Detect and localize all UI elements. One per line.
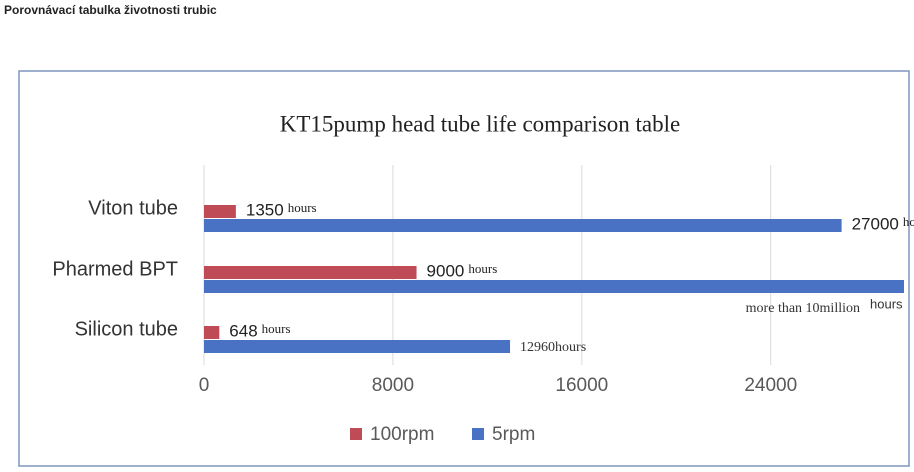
page-title: Porovnávací tabulka životnosti trubic bbox=[4, 3, 217, 17]
category-label: Viton tube bbox=[88, 197, 178, 219]
value-label: 27000 bbox=[852, 214, 899, 233]
legend-label: 100rpm bbox=[370, 424, 434, 445]
category-label: Pharmed BPT bbox=[52, 258, 178, 280]
x-tick-label: 24000 bbox=[744, 375, 797, 396]
unit-label: hours bbox=[870, 296, 903, 311]
x-tick-label: 0 bbox=[199, 375, 210, 396]
chart-title: KT15pump head tube life comparison table bbox=[280, 111, 680, 136]
legend-swatch bbox=[472, 428, 484, 440]
bar bbox=[204, 326, 220, 339]
legend-label: 5rpm bbox=[492, 424, 535, 445]
unit-label: hours bbox=[903, 214, 914, 229]
chart-frame bbox=[18, 70, 910, 467]
bar bbox=[204, 219, 842, 232]
bar bbox=[204, 266, 417, 279]
x-tick-label: 16000 bbox=[555, 375, 608, 396]
x-tick-label: 8000 bbox=[372, 375, 414, 396]
category-label: Silicon tube bbox=[75, 318, 178, 340]
value-label: 12960 bbox=[520, 340, 555, 355]
bar bbox=[204, 280, 904, 293]
bar bbox=[204, 340, 511, 353]
value-label: 9000 bbox=[427, 261, 465, 280]
unit-label: hours bbox=[555, 340, 586, 355]
value-label: 1350 bbox=[246, 200, 284, 219]
legend-swatch bbox=[350, 428, 362, 440]
unit-label: hours bbox=[288, 200, 317, 215]
bar bbox=[204, 205, 236, 218]
unit-label: hours bbox=[262, 321, 291, 336]
value-label: more than 10million bbox=[746, 301, 860, 316]
value-label: 648 bbox=[229, 321, 257, 340]
unit-label: hours bbox=[468, 261, 497, 276]
